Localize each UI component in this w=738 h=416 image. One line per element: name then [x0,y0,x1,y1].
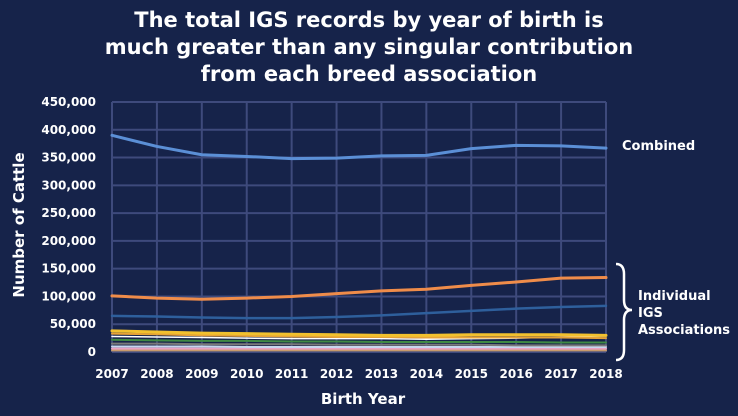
x-tick-label: 2018 [589,367,622,381]
individual-annotation-line-3: Associations [638,323,730,338]
y-tick-label: 400,000 [41,123,96,137]
chart-title-line-1: The total IGS records by year of birth i… [134,8,603,32]
y-tick-label: 100,000 [41,289,96,303]
series-line-1 [110,133,608,161]
series-line-3 [110,304,608,320]
series-line-7 [111,338,607,344]
x-tick-label: 2009 [185,367,218,381]
series-line-5 [111,332,607,340]
combined-annotation: Combined [622,139,695,154]
y-axis-label: Number of Cattle [10,152,28,297]
x-axis-label: Birth Year [321,390,406,408]
series-line-8 [111,342,607,347]
x-tick-label: 2008 [140,367,173,381]
y-tick-label: 450,000 [41,95,96,109]
x-tick-label: 2013 [365,367,398,381]
individual-annotation-line-2: IGS [638,306,663,321]
y-tick-label: 200,000 [41,234,96,248]
series-line-2 [110,276,608,301]
individual-annotation-line-1: Individual [638,289,711,304]
y-tick-label: 350,000 [41,151,96,165]
y-tick-label: 250,000 [41,206,96,220]
x-tick-label: 2012 [320,367,353,381]
series-line-9 [111,345,607,348]
x-tick-label: 2007 [95,367,128,381]
y-tick-label: 150,000 [41,262,96,276]
chart-title-line-2: much greater than any singular contribut… [105,35,634,59]
y-tick-labels: 0 50,000 100,000 150,000 200,000 250,000 300,0… [41,95,96,359]
x-tick-label: 2010 [230,367,263,381]
x-tick-label: 2016 [499,367,532,381]
y-tick-label: 0 [88,345,96,359]
grid-lines [111,101,607,353]
x-tick-labels: 2007 2008 2009 2010 2011 2012 2013 2014 2015 2016… [95,367,622,381]
individual-brace [615,262,633,362]
chart-title-line-3: from each breed association [201,62,537,86]
x-tick-label: 2014 [410,367,443,381]
x-tick-label: 2015 [455,367,488,381]
y-tick-label: 300,000 [41,178,96,192]
x-tick-label: 2011 [275,367,308,381]
y-tick-label: 50,000 [50,317,96,331]
series-line-4 [110,329,608,337]
series-lines [110,133,608,352]
x-tick-label: 2017 [544,367,577,381]
